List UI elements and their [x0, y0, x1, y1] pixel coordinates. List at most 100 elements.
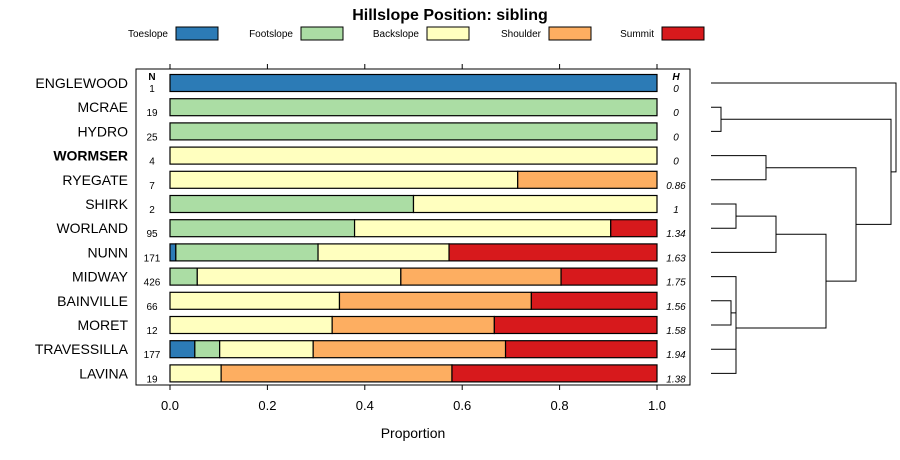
bar-segment-summit: [451, 364, 658, 383]
bar-segment-footslope: [194, 340, 221, 359]
bar-segment-toeslope: [169, 73, 658, 93]
bar-segment-backslope: [169, 291, 341, 310]
row-h-value: 0: [673, 108, 679, 119]
x-tick-label: 0.8: [551, 398, 569, 413]
bar-segment-backslope: [317, 243, 450, 262]
bar-segment-backslope: [169, 146, 658, 165]
legend-label-summit: Summit: [620, 29, 654, 40]
row-hydro: HYDRO 25 0: [77, 122, 679, 143]
x-tick-label: 0.6: [453, 398, 471, 413]
row-moret: MORET 12 1.58: [77, 315, 686, 337]
row-n-value: 25: [146, 132, 158, 143]
row-h-value: 1.63: [666, 253, 686, 264]
row-label: HYDRO: [77, 123, 128, 139]
row-n-value: 171: [144, 253, 161, 264]
row-n-value: 1: [149, 84, 155, 95]
row-shirk: SHIRK 2 1: [85, 194, 679, 216]
bar-segment-footslope: [169, 267, 198, 286]
row-travessilla: TRAVESSILLA 177 1.94: [35, 340, 686, 361]
bar-segment-backslope: [412, 194, 658, 214]
legend-label-backslope: Backslope: [373, 29, 420, 40]
bar-segment-summit: [530, 291, 658, 310]
row-midway: MIDWAY 426 1.75: [72, 267, 686, 289]
dendrogram-branch: [711, 215, 777, 253]
legend-swatch-footslope: [300, 26, 344, 41]
bar-segment-summit: [493, 315, 658, 335]
legend-label-footslope: Footslope: [249, 29, 293, 40]
legend-label-toeslope: Toeslope: [128, 29, 168, 40]
bar-segment-toeslope: [169, 340, 196, 359]
row-h-value: 1.56: [666, 302, 686, 313]
bar-segment-shoulder: [517, 170, 658, 189]
row-bainville: BAINVILLE 66 1.56: [57, 291, 686, 313]
x-axis: 0.0 0.2 0.4 0.6 0.8 1.0: [161, 64, 666, 413]
bar-segment-footslope: [175, 243, 319, 262]
legend: Toeslope Footslope Backslope Shoulder Summit: [128, 26, 705, 41]
dendrogram-branch: [711, 300, 732, 326]
row-h-value: 1: [673, 205, 679, 216]
dendrogram-branch: [711, 348, 737, 374]
row-label: WORMSER: [53, 148, 128, 164]
chart-title: Hillslope Position: sibling: [352, 7, 548, 24]
bar-segment-backslope: [169, 364, 222, 383]
dendrogram-branch: [711, 155, 767, 181]
legend-swatch-summit: [661, 26, 705, 41]
dendrogram-branch: [766, 167, 857, 282]
n-column-header: N: [148, 72, 155, 83]
bar-segment-summit: [504, 340, 658, 359]
row-ryegate: RYEGATE 7 0.86: [62, 170, 686, 192]
bar-segment-footslope: [169, 98, 658, 117]
bar-segment-summit: [610, 219, 658, 238]
bar-segment-shoulder: [400, 267, 562, 286]
row-n-value: 19: [146, 108, 158, 119]
dendrogram-branch: [711, 106, 722, 132]
bar-segment-backslope: [219, 340, 314, 359]
row-englewood: ENGLEWOOD 1 0: [35, 73, 679, 95]
bar-segment-summit: [448, 243, 658, 262]
bar-segment-shoulder: [220, 364, 453, 383]
h-column-header: H: [672, 72, 680, 83]
legend-swatch-backslope: [426, 26, 470, 41]
row-label: WORLAND: [56, 220, 128, 236]
bar-segment-backslope: [353, 219, 612, 238]
row-h-value: 1.38: [666, 374, 686, 385]
row-n-value: 426: [144, 278, 161, 289]
bar-rows: ENGLEWOOD 1 0 MCRAE 19 0 HYDRO 25 0 WORMSER 4 0 RYEG…: [35, 73, 686, 385]
bar-segment-toeslope: [169, 243, 177, 262]
row-n-value: 4: [149, 157, 155, 168]
plot-panel: [135, 68, 691, 386]
bar-segment-shoulder: [312, 340, 507, 359]
row-n-value: 7: [149, 181, 155, 192]
bar-segment-shoulder: [331, 315, 495, 335]
row-label: MORET: [77, 317, 128, 333]
bar-segment-backslope: [169, 170, 519, 189]
row-wormser: WORMSER 4 0: [53, 146, 679, 168]
row-h-value: 1.94: [666, 350, 686, 361]
row-h-value: 1.58: [666, 326, 686, 337]
row-lavina: LAVINA 19 1.38: [79, 364, 686, 385]
row-label: LAVINA: [79, 365, 128, 381]
row-n-value: 66: [146, 302, 158, 313]
row-n-value: 19: [146, 374, 158, 385]
row-h-value: 0: [673, 132, 679, 143]
legend-label-shoulder: Shoulder: [501, 29, 542, 40]
dendrogram-branch: [711, 203, 737, 229]
row-h-value: 0: [673, 84, 679, 95]
row-label: NUNN: [88, 244, 128, 260]
bar-segment-backslope: [169, 315, 333, 335]
dendrogram-branch: [711, 276, 737, 314]
legend-swatch-toeslope: [175, 26, 219, 41]
dendrogram: [711, 82, 897, 374]
row-nunn: NUNN 171 1.63: [88, 243, 686, 264]
row-label: SHIRK: [85, 196, 128, 212]
legend-swatch-shoulder: [548, 26, 592, 41]
row-label: MCRAE: [77, 99, 128, 115]
row-label: ENGLEWOOD: [35, 75, 128, 91]
dendrogram-branch: [711, 82, 897, 173]
bar-segment-shoulder: [338, 291, 532, 310]
row-h-value: 0.86: [666, 181, 686, 192]
row-worland: WORLAND 95 1.34: [56, 219, 686, 240]
bar-segment-footslope: [169, 122, 658, 141]
x-tick-label: 0.0: [161, 398, 179, 413]
